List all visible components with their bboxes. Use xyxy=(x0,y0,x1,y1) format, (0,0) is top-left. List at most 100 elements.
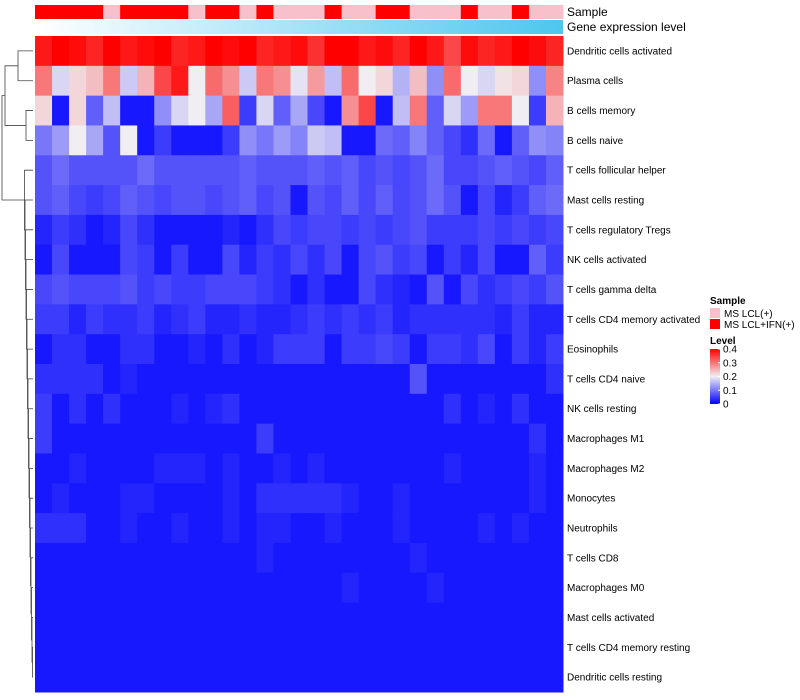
heatmap-cell xyxy=(154,602,172,633)
heatmap-cell xyxy=(443,423,462,454)
heatmap-cell xyxy=(545,513,564,544)
heatmap-cell xyxy=(103,602,121,633)
heatmap-cell xyxy=(103,334,121,365)
heatmap-cell xyxy=(120,572,138,604)
heatmap-cell xyxy=(86,542,104,574)
heatmap-cell xyxy=(341,602,360,633)
heatmap-cell xyxy=(494,542,513,574)
legend-label-ms-lcl-ifn: MS LCL+IFN(+) xyxy=(724,320,795,331)
heatmap-cell xyxy=(409,95,428,126)
heatmap-cell xyxy=(392,274,411,305)
row-label: Dendritic cells activated xyxy=(567,46,672,57)
heatmap-cell xyxy=(307,214,326,246)
heatmap-cell xyxy=(443,36,462,67)
heatmap-cell xyxy=(443,662,462,693)
heatmap-cell xyxy=(358,364,377,395)
heatmap-cell xyxy=(460,572,479,604)
row-label: Monocytes xyxy=(567,494,615,505)
heatmap-cell xyxy=(256,185,274,216)
heatmap-cell xyxy=(188,423,206,454)
heatmap-cell xyxy=(103,632,121,663)
heatmap-cell xyxy=(358,453,377,484)
heatmap-cell xyxy=(392,572,411,604)
level-legend-title: Level xyxy=(710,336,736,347)
heatmap-cell xyxy=(409,662,428,693)
heatmap-cell xyxy=(35,662,53,693)
heatmap-cell xyxy=(426,453,445,484)
heatmap-cell xyxy=(426,36,445,67)
heatmap-cell xyxy=(392,393,411,425)
heatmap-cell xyxy=(256,602,274,633)
heatmap-cell xyxy=(324,334,343,365)
heatmap-cell xyxy=(222,274,240,305)
heatmap-cell xyxy=(222,364,240,395)
heatmap-cell xyxy=(205,125,223,156)
heatmap-cell xyxy=(307,334,326,365)
heatmap-cell xyxy=(460,214,479,246)
heatmap-cell xyxy=(375,483,394,514)
heatmap-cell xyxy=(494,423,513,454)
heatmap-cell xyxy=(358,483,377,514)
heatmap-cell xyxy=(460,244,479,276)
heatmap-cell xyxy=(477,65,496,97)
heatmap-cell xyxy=(324,483,343,514)
heatmap-cell xyxy=(307,423,326,454)
heatmap-cell xyxy=(120,423,138,454)
heatmap-cell xyxy=(545,393,564,425)
heatmap-cell xyxy=(103,662,121,693)
heatmap-cell xyxy=(239,95,257,126)
sample-annotation-cell xyxy=(205,5,223,19)
heatmap-cell xyxy=(392,334,411,365)
heatmap-cell xyxy=(290,65,309,97)
heatmap-cell xyxy=(409,244,428,276)
heatmap-cell xyxy=(426,423,445,454)
heatmap-cell xyxy=(171,483,189,514)
heatmap-cell xyxy=(154,393,172,425)
heatmap-cell xyxy=(494,364,513,395)
heatmap-cell xyxy=(477,334,496,365)
heatmap-cell xyxy=(137,513,155,544)
heatmap-cell xyxy=(69,572,87,604)
heatmap-cell xyxy=(171,572,189,604)
row-dendrogram xyxy=(1,50,33,678)
heatmap-cell xyxy=(35,304,53,335)
heatmap-cell xyxy=(511,36,530,67)
heatmap-cell xyxy=(239,662,257,693)
heatmap-cell xyxy=(290,572,309,604)
heatmap-cell xyxy=(256,453,274,484)
heatmap-cell xyxy=(477,662,496,693)
heatmap-cell xyxy=(69,214,87,246)
heatmap-cell xyxy=(256,214,274,246)
heatmap-cell xyxy=(273,602,291,633)
heatmap-cell xyxy=(154,662,172,693)
heatmap-cell xyxy=(375,572,394,604)
heatmap-cell xyxy=(103,244,121,276)
heatmap-cell xyxy=(426,244,445,276)
heatmap-cell xyxy=(120,632,138,663)
heatmap-cell xyxy=(290,602,309,633)
heatmap-cell xyxy=(511,364,530,395)
heatmap-cell xyxy=(511,274,530,305)
heatmap-cell xyxy=(307,155,326,186)
heatmap-cell xyxy=(341,95,360,126)
heatmap-cell xyxy=(188,244,206,276)
annotation-label-sample: Sample xyxy=(567,5,608,19)
heatmap-cell xyxy=(154,632,172,663)
heatmap-cell xyxy=(477,542,496,574)
heatmap-cell xyxy=(273,453,291,484)
heatmap-cell xyxy=(154,95,172,126)
heatmap-cell xyxy=(120,483,138,514)
heatmap-cell xyxy=(52,423,70,454)
heatmap-cell xyxy=(103,364,121,395)
heatmap-cell xyxy=(375,542,394,574)
heatmap-cell xyxy=(103,36,121,67)
heatmap-cell xyxy=(171,244,189,276)
heatmap-cell xyxy=(171,125,189,156)
heatmap-cell xyxy=(290,185,309,216)
heatmap-cell xyxy=(341,36,360,67)
heatmap-cell xyxy=(324,572,343,604)
heatmap-cell xyxy=(409,185,428,216)
heatmap-cell xyxy=(307,65,326,97)
heatmap-cell xyxy=(137,632,155,663)
heatmap-cell xyxy=(52,513,70,544)
